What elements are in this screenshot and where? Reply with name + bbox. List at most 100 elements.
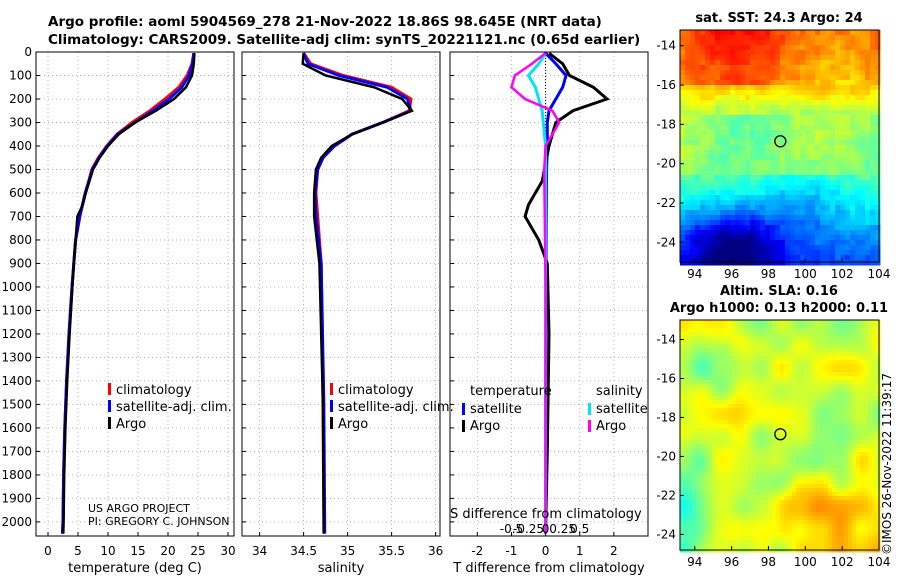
- sst-map-cell: [725, 60, 731, 66]
- sla-map-cell: [860, 460, 865, 465]
- sla-map-cell: [692, 412, 697, 417]
- sla-map-cell: [780, 352, 785, 357]
- sst-map-cell: [725, 250, 731, 256]
- sst-map-cell: [765, 80, 771, 86]
- sla-map-cell: [772, 468, 777, 473]
- sst-map-cell: [715, 235, 721, 241]
- sla-map-cell: [864, 348, 869, 353]
- sla-map-cell: [788, 412, 793, 417]
- sla-map-cell: [776, 484, 781, 489]
- sst-map-cell: [745, 140, 751, 146]
- sla-map-cell: [820, 536, 825, 541]
- sla-map-cell: [724, 512, 729, 517]
- sst-map-cell: [840, 30, 846, 36]
- sla-map-cell: [780, 320, 785, 325]
- sla-map-cell: [692, 448, 697, 453]
- sla-map-cell: [760, 540, 765, 545]
- sla-map-cell: [744, 452, 749, 457]
- sst-map-cell: [785, 80, 791, 86]
- sst-map-cell: [865, 230, 871, 236]
- sst-map-cell: [835, 200, 841, 206]
- sla-map-cell: [820, 460, 825, 465]
- sst-map-cell: [870, 250, 876, 256]
- sla-map-cell: [752, 536, 757, 541]
- sla-map-cell: [872, 344, 877, 349]
- sla-map-cell: [860, 464, 865, 469]
- sla-map-cell: [680, 324, 685, 329]
- sla-map-cell: [700, 336, 705, 341]
- sla-map-cell: [776, 488, 781, 493]
- sst-map-cell: [835, 110, 841, 116]
- sst-map-cell: [715, 125, 721, 131]
- sla-map-cell: [776, 504, 781, 509]
- sst-map-cell: [715, 220, 721, 226]
- sla-map-cell: [808, 448, 813, 453]
- sla-map-cell: [824, 440, 829, 445]
- sla-map-cell: [856, 540, 861, 545]
- sst-map-cell: [760, 165, 766, 171]
- sla-map-cell: [788, 368, 793, 373]
- sst-map-cell: [760, 235, 766, 241]
- sst-map-cell: [855, 155, 861, 161]
- sla-map-cell: [820, 400, 825, 405]
- sst-map-cell: [805, 200, 811, 206]
- sla-map-cell: [716, 540, 721, 545]
- sst-map-cell: [805, 45, 811, 51]
- sst-map-cell: [840, 230, 846, 236]
- sla-map-cell: [696, 480, 701, 485]
- sst-map-cell: [765, 70, 771, 76]
- sla-map-cell: [852, 360, 857, 365]
- sst-map-cell: [810, 215, 816, 221]
- sla-map-cell: [844, 380, 849, 385]
- sla-map-cell: [772, 392, 777, 397]
- sst-map-cell: [755, 140, 761, 146]
- sst-map-cell: [840, 145, 846, 151]
- sst-map-cell: [680, 160, 686, 166]
- sst-map-cell: [720, 140, 726, 146]
- sst-map-cell: [685, 250, 691, 256]
- sla-map-cell: [724, 420, 729, 425]
- sla-map-cell: [828, 444, 833, 449]
- sst-map-cell: [695, 130, 701, 136]
- sst-map-cell: [840, 225, 846, 231]
- sst-map-cell: [825, 85, 831, 91]
- sla-map-cell: [868, 424, 873, 429]
- sla-map-cell: [784, 452, 789, 457]
- sla-map-cell: [680, 460, 685, 465]
- sla-map-cell: [768, 516, 773, 521]
- sst-map-cell: [855, 100, 861, 106]
- sla-map-cell: [792, 332, 797, 337]
- sla-map-cell: [740, 500, 745, 505]
- sst-map-cell: [875, 130, 881, 136]
- sst-map-cell: [845, 175, 851, 181]
- sst-map-cell: [740, 180, 746, 186]
- sla-map-cell: [860, 416, 865, 421]
- sst-map-cell: [715, 210, 721, 216]
- sla-map-cell: [804, 528, 809, 533]
- sst-map-cell: [840, 85, 846, 91]
- sla-map-cell: [680, 340, 685, 345]
- sla-map-cell: [748, 500, 753, 505]
- sst-map-cell: [720, 225, 726, 231]
- sst-map-cell: [695, 105, 701, 111]
- sla-map-cell: [868, 452, 873, 457]
- sla-map-cell: [732, 396, 737, 401]
- sst-map-cell: [790, 120, 796, 126]
- sla-map-cell: [844, 424, 849, 429]
- sla-map-cell: [776, 400, 781, 405]
- sst-map-cell: [845, 140, 851, 146]
- sst-map-cell: [795, 60, 801, 66]
- sst-map-cell: [815, 150, 821, 156]
- sst-map-cell: [815, 55, 821, 61]
- sst-map-cell: [870, 115, 876, 121]
- sla-map-cell: [752, 480, 757, 485]
- sst-map-cell: [820, 160, 826, 166]
- sla-map-cell: [800, 448, 805, 453]
- sst-map-cell: [730, 150, 736, 156]
- sla-map-cell: [736, 500, 741, 505]
- sla-map-cell: [860, 456, 865, 461]
- sst-map-cell: [850, 80, 856, 86]
- sla-map-cell: [796, 400, 801, 405]
- sst-map-cell: [810, 210, 816, 216]
- sst-map-cell: [700, 260, 706, 266]
